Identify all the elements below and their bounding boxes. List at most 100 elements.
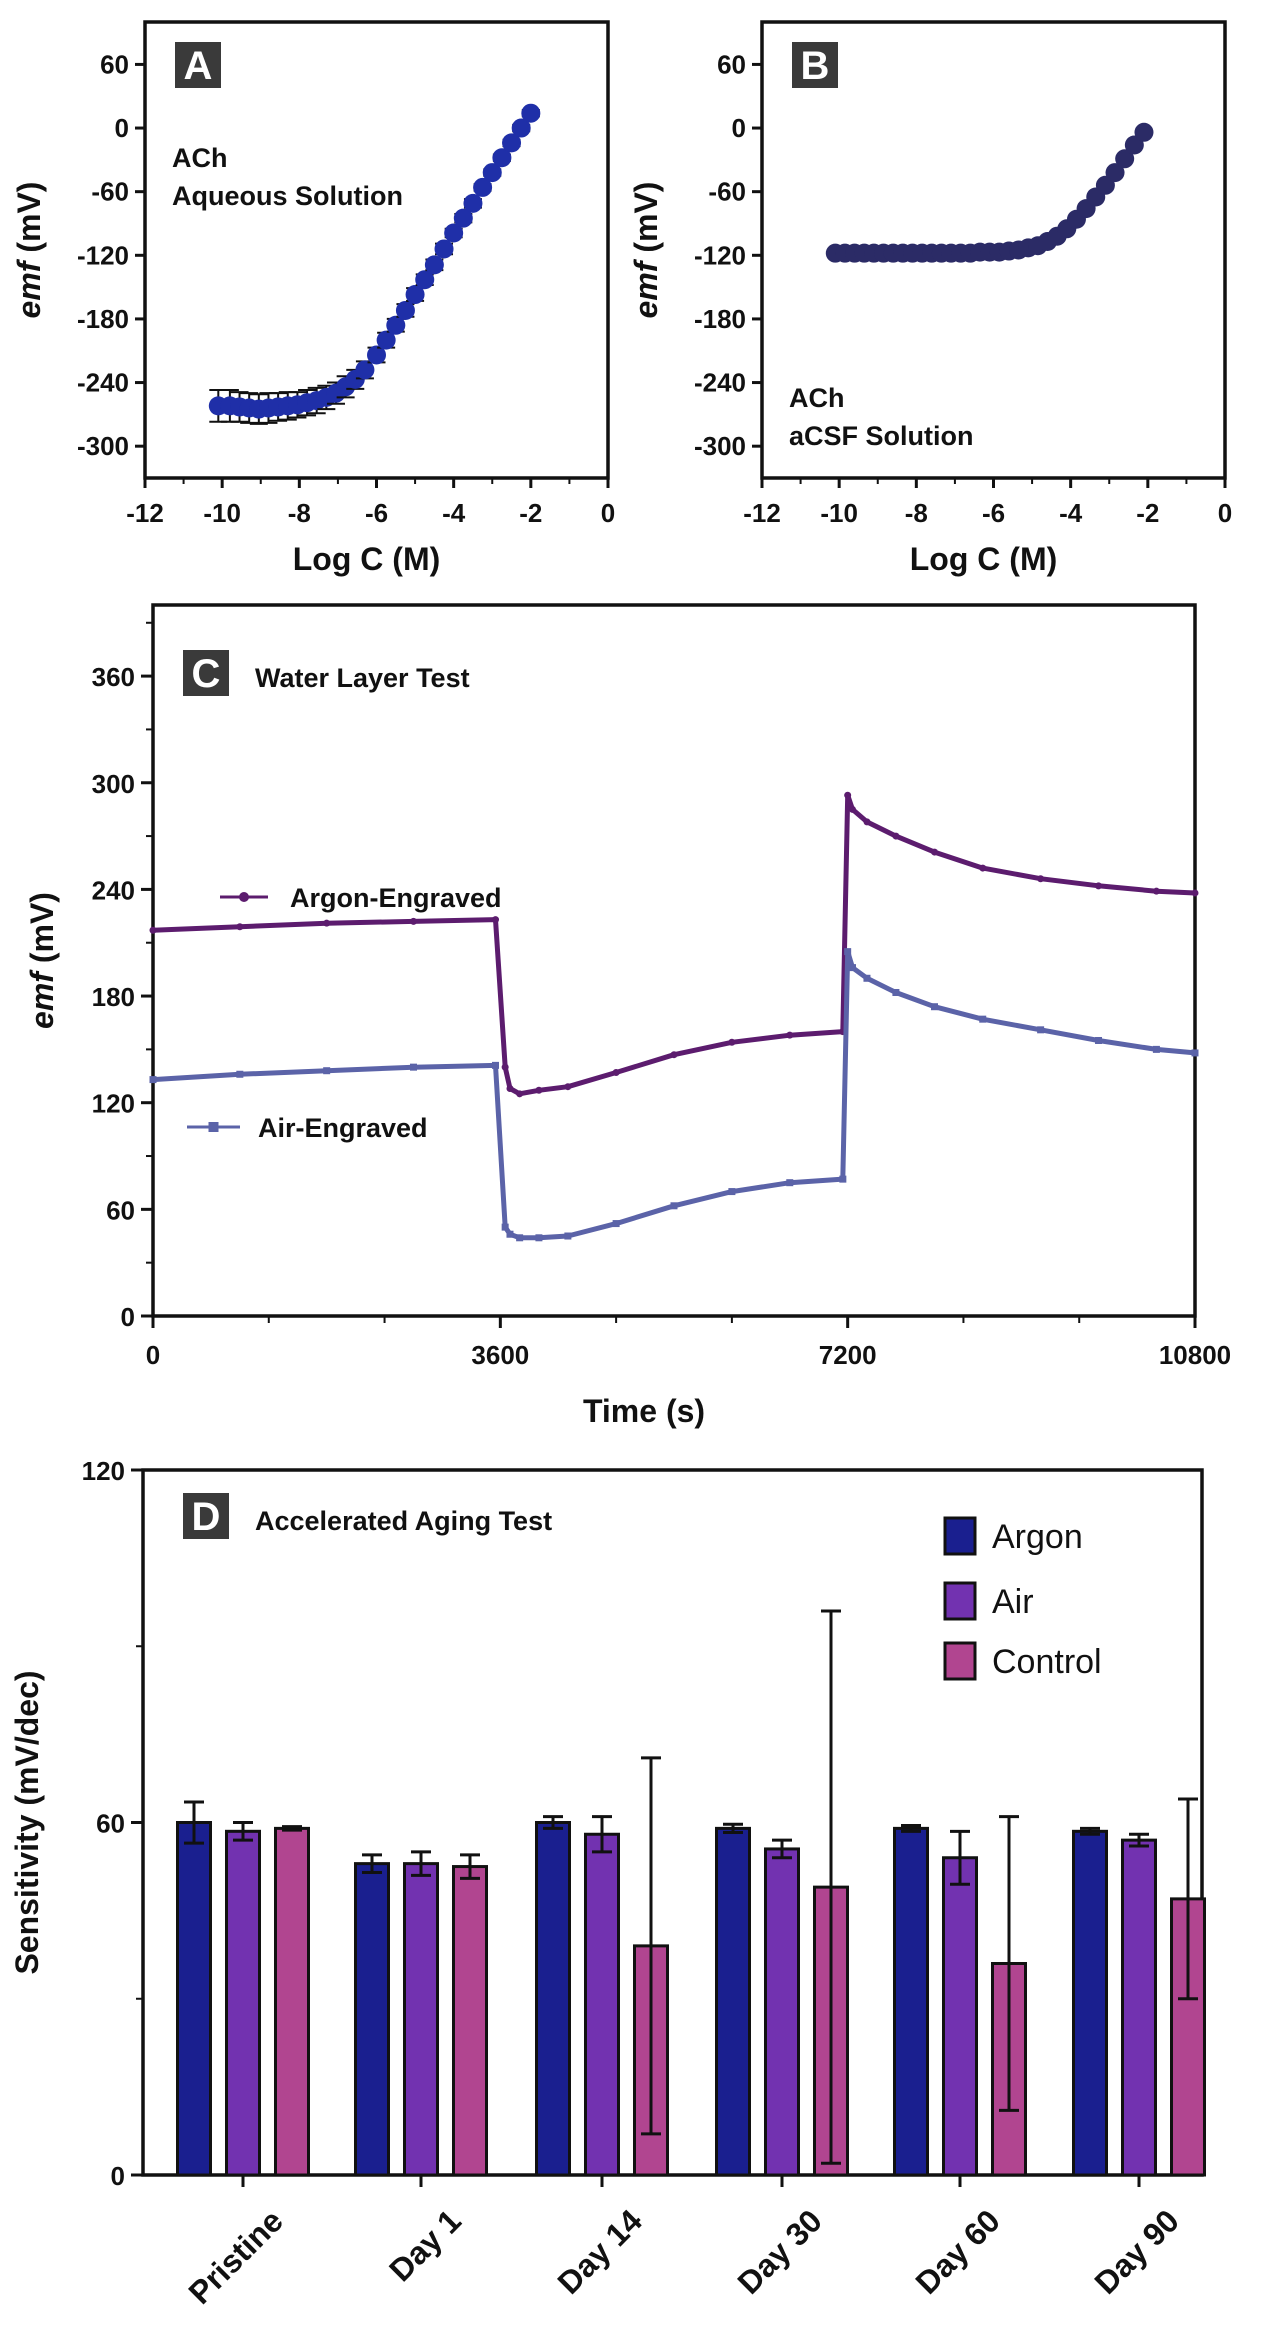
series-point xyxy=(1095,1036,1103,1044)
x-tick-label: 0 xyxy=(601,498,615,528)
ylabel-unit-part: (mV) xyxy=(11,182,47,262)
bar-control xyxy=(274,1826,310,2177)
x-tick-label: -8 xyxy=(905,498,928,528)
series-point xyxy=(535,1234,543,1242)
series-point xyxy=(979,1015,987,1023)
panel-label-box xyxy=(175,42,221,88)
series-point xyxy=(863,818,871,826)
bar-argon xyxy=(893,1826,929,2177)
bar-argon xyxy=(1072,1829,1108,2177)
panel-d: 0 60 120 Sensitivity (mV/dec) D Accelerated A… xyxy=(9,1456,1206,2311)
series-point xyxy=(1191,1049,1199,1057)
series-point xyxy=(931,1003,938,1011)
annotation-line: aCSF Solution xyxy=(789,421,974,451)
y-tick-label: 60 xyxy=(106,1195,135,1225)
ylabel-italic-part: emf xyxy=(11,258,47,318)
x-tick-label: 7200 xyxy=(819,1340,877,1370)
panel-label: D xyxy=(192,1495,221,1539)
y-tick-label: 60 xyxy=(100,49,129,79)
series-point xyxy=(323,919,331,927)
y-tick-label: -300 xyxy=(77,431,129,461)
series-point xyxy=(848,964,856,972)
y-tick-label: -180 xyxy=(694,304,746,334)
series-point xyxy=(236,1070,244,1078)
series-point xyxy=(501,1063,509,1071)
data-point xyxy=(463,193,483,213)
annotation-line: ACh xyxy=(172,143,228,173)
x-tick-label: 0 xyxy=(146,1340,160,1370)
legend-swatch xyxy=(943,1581,977,1621)
series-point xyxy=(612,1068,620,1076)
y-tick-label: 300 xyxy=(92,769,135,799)
legend-label: Air-Engraved xyxy=(258,1113,428,1143)
y-tick-label: -60 xyxy=(91,177,129,207)
series-point xyxy=(410,917,417,925)
panel-title: Water Layer Test xyxy=(255,663,470,693)
x-tick-label: Day 14 xyxy=(551,2202,650,2301)
data-point xyxy=(434,239,454,259)
data-point xyxy=(386,315,406,335)
bar-air xyxy=(403,1862,439,2177)
series-point xyxy=(979,864,987,872)
series-point xyxy=(612,1220,620,1228)
series-point xyxy=(839,1175,847,1183)
data-point xyxy=(1115,149,1135,169)
panel-a: -12 -10 -8 -6 -4 -2 0 60 0 -60 -120 -180 -240 -300 Log… xyxy=(11,20,615,577)
series-point xyxy=(516,1234,524,1242)
panel-label-box xyxy=(792,42,838,88)
panel-label: C xyxy=(192,652,221,696)
series-point xyxy=(931,848,938,856)
series-point xyxy=(506,1230,514,1238)
y-axis-title: emf (mV) xyxy=(11,182,47,319)
series-point xyxy=(786,1179,794,1187)
ylabel-italic-part: emf xyxy=(628,258,664,318)
bar-air xyxy=(225,1829,261,2177)
data-point xyxy=(395,300,415,320)
data-point xyxy=(492,148,512,168)
legend-label: Control xyxy=(992,1643,1102,1681)
y-axis-title: emf (mV) xyxy=(24,892,60,1029)
y-tick-label: 0 xyxy=(115,113,129,143)
data-point xyxy=(502,133,522,153)
panel-label: B xyxy=(801,44,830,88)
series-point xyxy=(1037,875,1045,883)
bar-air xyxy=(942,1856,978,2177)
ylabel-italic-part: emf xyxy=(24,969,60,1029)
series-point xyxy=(1152,1045,1160,1053)
x-tick-label: Day 1 xyxy=(382,2202,468,2288)
x-tick-label: Day 30 xyxy=(731,2202,829,2300)
series-point xyxy=(535,1086,543,1094)
y-tick-label: 240 xyxy=(92,875,135,905)
y-axis-title: emf (mV) xyxy=(628,182,664,319)
series-point xyxy=(564,1232,572,1240)
x-axis-title: Time (s) xyxy=(583,1393,705,1429)
series-point xyxy=(863,974,871,982)
series-line-1 xyxy=(152,949,1196,1241)
series-point xyxy=(492,1061,500,1069)
x-tick-label: -8 xyxy=(288,498,311,528)
data-point xyxy=(355,360,375,380)
y-tick-label: -60 xyxy=(708,177,746,207)
y-axis-title: Sensitivity (mV/dec) xyxy=(9,1670,45,1974)
data-point xyxy=(521,103,541,123)
y-tick-label: -180 xyxy=(77,304,129,334)
bar-air xyxy=(1121,1838,1157,2177)
series-point xyxy=(564,1083,572,1091)
plot-frame xyxy=(151,603,1197,1318)
x-tick-label: 0 xyxy=(1218,498,1232,528)
series-point xyxy=(670,1202,678,1210)
panel-label: A xyxy=(184,44,213,88)
y-tick-label: 360 xyxy=(92,662,135,692)
y-tick-label: -120 xyxy=(77,240,129,270)
series-point xyxy=(501,1223,509,1231)
series-point xyxy=(516,1090,524,1098)
x-tick-label: -2 xyxy=(1136,498,1159,528)
bar-argon xyxy=(715,1826,751,2177)
series-point xyxy=(728,1038,736,1046)
data-point xyxy=(376,330,396,350)
bar-control xyxy=(452,1865,488,2177)
y-tick-label: 180 xyxy=(92,982,135,1012)
data-point xyxy=(415,270,435,290)
data-point xyxy=(511,118,531,138)
